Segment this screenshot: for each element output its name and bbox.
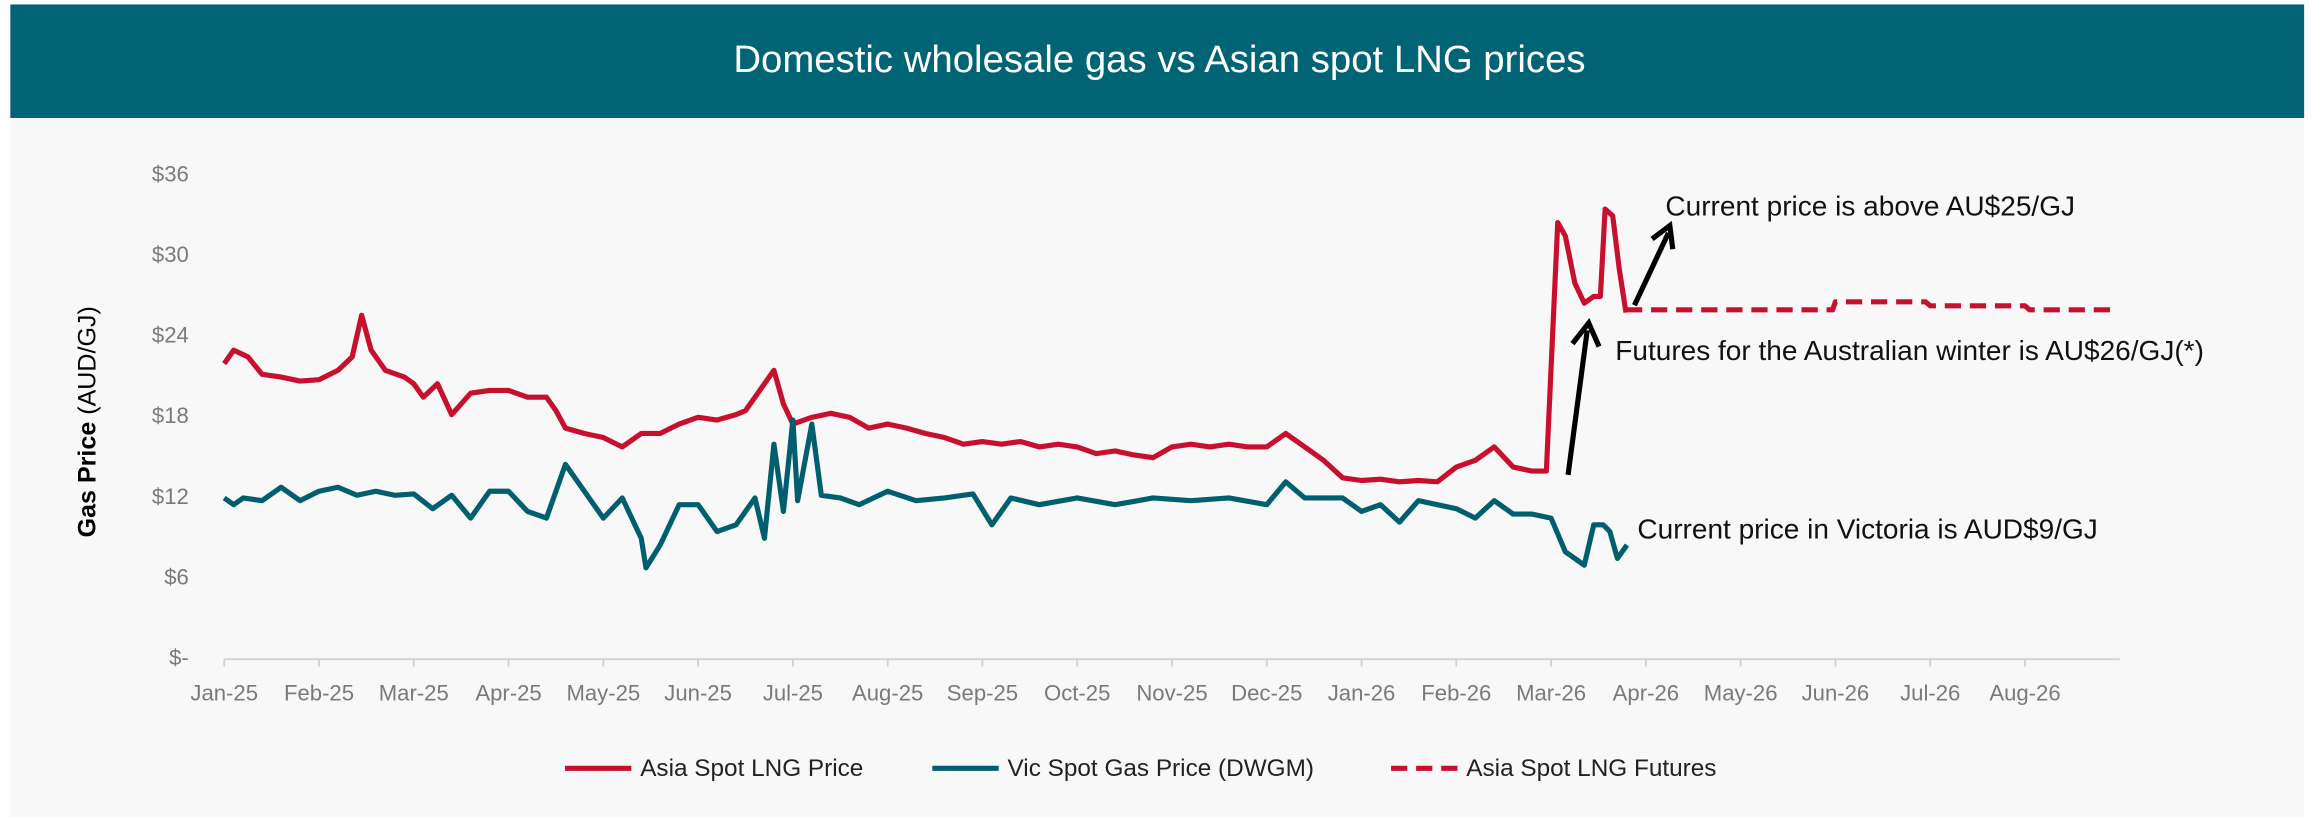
y-axis-label-unit: (AUD/GJ) [73, 306, 101, 415]
y-tick-label: $18 [152, 403, 189, 428]
x-tick-label: Jan-26 [1328, 680, 1396, 705]
series-line [222, 417, 1630, 571]
plot-background [10, 117, 2305, 817]
x-tick-label: May-25 [566, 680, 640, 705]
arrow-head [1570, 317, 1602, 348]
x-tick-label: Sep-25 [947, 680, 1018, 705]
x-tick-label: Aug-26 [1989, 680, 2060, 705]
x-tick-label: Apr-26 [1613, 680, 1679, 705]
y-tick-label: $12 [152, 484, 189, 509]
x-tick-label: Dec-25 [1231, 680, 1302, 705]
annotation: Current price in Victoria is AUD$9/GJ [1637, 513, 2097, 544]
x-tick-label: Aug-25 [852, 680, 923, 705]
arrow [1565, 329, 1590, 476]
annotation: Futures for the Australian winter is AU$… [1615, 335, 2204, 366]
y-tick-label: $6 [164, 564, 189, 589]
x-tick-label: Jul-25 [763, 680, 823, 705]
arrow-head [1650, 220, 1676, 250]
y-tick-label: $30 [152, 242, 189, 267]
legend-label: Asia Spot LNG Price [640, 755, 863, 782]
series-line [222, 206, 1629, 485]
x-tick-label: Apr-25 [475, 680, 541, 705]
x-tick-label: Jun-26 [1802, 680, 1870, 705]
x-tick-label: Oct-25 [1044, 680, 1110, 705]
x-tick-label: May-26 [1704, 680, 1778, 705]
y-tick-label: $24 [152, 323, 189, 348]
x-tick-label: Jun-25 [664, 680, 732, 705]
x-tick-label: Nov-25 [1136, 680, 1207, 705]
x-tick-label: Mar-25 [379, 680, 449, 705]
x-tick-label: Mar-26 [1516, 680, 1586, 705]
header-bar [10, 4, 2305, 118]
x-tick-label: Feb-26 [1421, 680, 1491, 705]
legend-label: Vic Spot Gas Price (DWGM) [1008, 755, 1314, 782]
y-tick-label: $36 [152, 161, 189, 186]
chart-title: Domestic wholesale gas vs Asian spot LNG… [733, 38, 1585, 81]
arrow [1632, 231, 1671, 307]
y-axis-label: Gas Price (AUD/GJ) [73, 306, 101, 537]
annotation-arrows [1565, 220, 1676, 476]
legend-label: Asia Spot LNG Futures [1466, 755, 1716, 782]
y-tick-label: $- [169, 645, 189, 670]
x-tick-label: Feb-25 [284, 680, 354, 705]
annotation: Current price is above AU$25/GJ [1665, 190, 2075, 221]
x-tick-label: Jul-26 [1900, 680, 1960, 705]
series-line [1625, 299, 2111, 313]
y-axis-label-main: Gas Price [73, 422, 101, 538]
x-tick-label: Jan-25 [190, 680, 258, 705]
